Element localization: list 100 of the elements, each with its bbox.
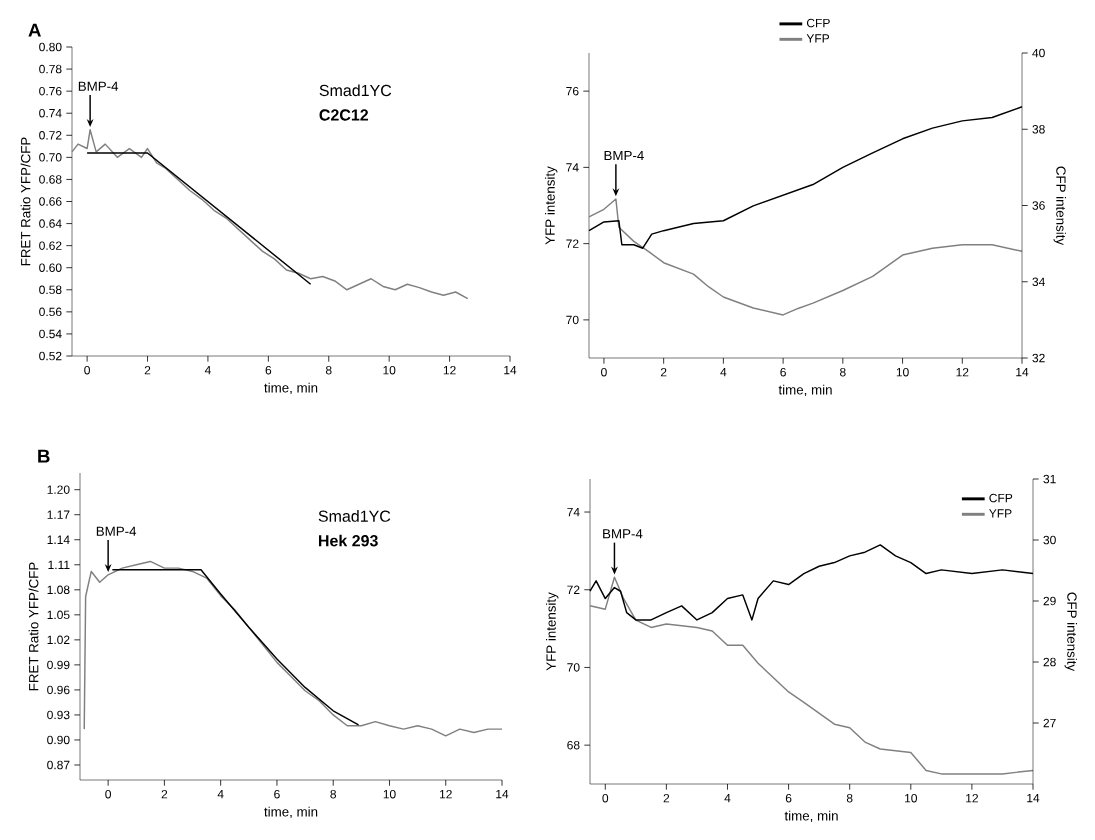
y2-tick-label: 31 <box>1043 474 1056 484</box>
y-tick-label: 1.05 <box>47 610 70 620</box>
x-tick-label: 8 <box>330 789 337 799</box>
y-tick-label: 0.52 <box>39 351 62 361</box>
y-tick-label: 72 <box>566 239 579 248</box>
x-tick-label: 2 <box>144 365 151 375</box>
chart-title: B <box>38 449 50 463</box>
y-axis-title: FRET Ratio YFP/CFP <box>28 562 39 691</box>
y-tick-label: 0.64 <box>39 219 62 228</box>
x-axis-title: time, min <box>264 382 318 395</box>
y-tick-label: 0.54 <box>39 329 62 339</box>
y2-tick-label: 27 <box>1043 718 1056 728</box>
x-tick-label: 12 <box>966 793 978 803</box>
x-tick-label: 0 <box>105 789 112 799</box>
y-tick-label: 0.70 <box>39 153 62 162</box>
x-tick-label: 8 <box>840 367 846 377</box>
y-axis-title: FRET Ratio YFP/CFP <box>20 137 31 266</box>
y2-tick-label: 29 <box>1043 596 1056 606</box>
y-tick-label: 0.68 <box>39 175 62 184</box>
legend-label: CFP <box>806 18 830 28</box>
x-tick-label: 4 <box>217 789 224 799</box>
y2-tick-label: 28 <box>1043 657 1056 667</box>
y-tick-label: 0.58 <box>39 285 62 295</box>
y-axis-title: YFP intensity <box>545 166 558 245</box>
y2-tick-label: 36 <box>1032 201 1045 210</box>
x-tick-label: 0 <box>84 365 90 375</box>
x-tick-label: 6 <box>780 367 786 377</box>
y-tick-label: 0.56 <box>39 307 62 317</box>
y-tick-label: 1.11 <box>48 560 70 569</box>
line-series <box>83 560 503 737</box>
y2-tick-label: 38 <box>1032 125 1045 134</box>
y-tick-label: 0.78 <box>39 64 62 74</box>
x-tick-label: 10 <box>905 793 918 803</box>
y-tick-label: 76 <box>566 86 579 96</box>
x-tick-label: 14 <box>504 365 517 375</box>
x-tick-label: 8 <box>325 365 332 375</box>
x-tick-label: 4 <box>204 365 211 375</box>
x-tick-label: 14 <box>1027 793 1040 803</box>
y-tick-label: 1.17 <box>47 510 70 519</box>
x-tick-label: 6 <box>274 789 280 799</box>
y-tick-label: 0.66 <box>39 197 62 206</box>
x-tick-label: 4 <box>724 793 731 803</box>
x-tick-label: 6 <box>785 793 792 803</box>
y-tick-label: 70 <box>567 663 580 672</box>
y-axis-title: YFP intensity <box>546 592 559 671</box>
y-tick-label: 1.02 <box>47 635 70 645</box>
x-tick-label: 0 <box>601 367 607 377</box>
x-axis-title: time, min <box>778 384 832 397</box>
y-tick-label: 74 <box>566 163 579 172</box>
x-tick-label: 4 <box>720 367 727 377</box>
annotation: Smad1YC <box>318 510 391 522</box>
x-tick-label: 12 <box>443 365 456 375</box>
y2-tick-label: 34 <box>1032 277 1045 287</box>
y2-axis-title: CFP intensity <box>1064 592 1078 672</box>
annotation: BMP-4 <box>96 526 137 536</box>
x-tick-label: 10 <box>383 789 396 799</box>
y2-tick-label: 30 <box>1043 535 1056 545</box>
x-axis-title: time, min <box>264 806 318 819</box>
x-tick-label: 2 <box>663 793 670 803</box>
y-tick-label: 1.20 <box>47 485 70 494</box>
x-tick-label: 12 <box>956 367 969 377</box>
y-tick-label: 0.80 <box>39 42 62 52</box>
y-tick-label: 74 <box>567 507 580 517</box>
y2-axis-title: CFP intensity <box>1053 166 1067 246</box>
annotation: Smad1YC <box>319 84 392 97</box>
y-tick-label: 0.72 <box>39 131 62 140</box>
y-tick-label: 0.96 <box>47 685 70 695</box>
annotation: BMP-4 <box>604 150 644 161</box>
x-tick-label: 14 <box>496 789 509 799</box>
y-tick-label: 0.74 <box>39 108 62 118</box>
line-series <box>588 198 1023 316</box>
y2-tick-label: 32 <box>1032 353 1045 363</box>
y-tick-label: 1.14 <box>47 535 70 544</box>
y-tick-label: 0.87 <box>47 760 70 770</box>
legend-label: YFP <box>989 509 1012 518</box>
x-tick-label: 12 <box>439 789 452 799</box>
x-tick-label: 10 <box>383 365 396 375</box>
chart-title: A <box>28 23 41 37</box>
x-tick-label: 2 <box>161 789 168 799</box>
x-tick-label: 14 <box>1016 367 1029 377</box>
annotation: Hek 293 <box>318 534 378 547</box>
x-tick-label: 2 <box>660 367 667 377</box>
x-tick-label: 6 <box>265 365 272 375</box>
x-axis-title: time, min <box>784 810 838 823</box>
y-tick-label: 68 <box>567 740 580 750</box>
y-tick-label: 70 <box>566 315 579 325</box>
annotation: C2C12 <box>319 109 369 121</box>
y-tick-label: 0.99 <box>47 660 70 670</box>
y-tick-label: 0.62 <box>39 241 62 250</box>
y-tick-label: 0.76 <box>39 86 62 96</box>
annotation: BMP-4 <box>603 529 643 539</box>
y-tick-label: 1.08 <box>47 585 70 595</box>
legend-label: CFP <box>989 493 1013 503</box>
x-tick-label: 10 <box>896 367 909 377</box>
y-tick-label: 72 <box>567 585 580 594</box>
y-tick-label: 0.60 <box>39 263 62 272</box>
x-tick-label: 0 <box>602 793 609 803</box>
y2-tick-label: 40 <box>1032 48 1045 58</box>
y-tick-label: 0.93 <box>47 710 70 720</box>
annotation: BMP-4 <box>78 81 119 91</box>
